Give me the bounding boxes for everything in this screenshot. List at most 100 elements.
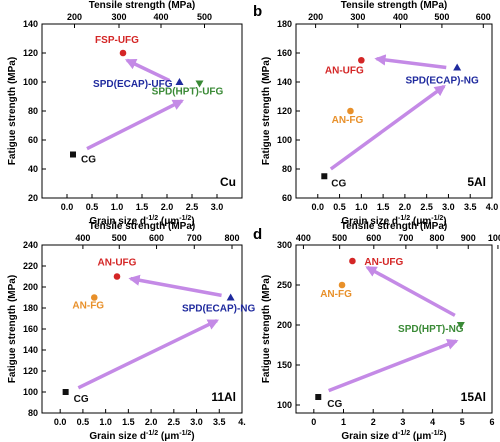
y-tick-label: 180	[277, 19, 292, 29]
point-square	[70, 151, 76, 158]
point-square	[315, 394, 322, 400]
top-tick-label: 1000	[488, 233, 500, 243]
trend-arrow	[77, 319, 220, 390]
x-tick-label: 1.0	[355, 202, 368, 212]
panel-d-15al: 0 1 2 3 4 5 6 100 150 200 250 300 400 500 600 700 800 900…	[261, 221, 500, 442]
x-tick-label: 2.5	[186, 202, 199, 212]
x-tick-label: 4.	[238, 417, 246, 427]
trend-arrow	[365, 265, 456, 317]
x-tick-label: 0.5	[86, 202, 99, 212]
y-tick-label: 240	[23, 240, 38, 250]
point-triangle-down	[456, 322, 465, 329]
top-tick-label: 400	[153, 12, 168, 22]
top-tick-label: 600	[149, 233, 164, 243]
x-tick-label: 1	[341, 417, 346, 427]
x-tick-label: 3	[400, 417, 405, 427]
point-label: FSP-UFG	[95, 35, 139, 46]
x-axis-title-part: Grain size d	[89, 431, 146, 442]
point-label: SPD(ECAP)-NG	[405, 76, 479, 87]
y-tick-label: 120	[23, 366, 38, 376]
trend-arrow	[128, 274, 222, 298]
y-tick-label: 80	[28, 408, 38, 418]
top-tick-label: 400	[393, 12, 408, 22]
top-tick-label: 500	[434, 12, 449, 22]
y-tick-label: 100	[23, 77, 38, 87]
x-axis-title-part: )	[191, 431, 194, 442]
x-axis-title-superscript: -1/2	[398, 430, 410, 437]
x-tick-label: 2.0	[161, 202, 174, 212]
y-tick-label: 140	[277, 77, 292, 87]
point-label: AN-UFG	[98, 258, 137, 269]
x-tick-label: 3.0	[442, 202, 455, 212]
x-axis-title: Grain size d-1/2 (μm-1/2)	[89, 215, 194, 227]
point-square	[321, 173, 328, 180]
y-tick-label: 150	[277, 360, 292, 370]
point-label: SPD(ECAP)-NG	[182, 304, 256, 315]
y-tick-label: 250	[277, 280, 292, 290]
point-triangle-up	[175, 78, 184, 85]
x-tick-label: 3.5	[464, 202, 477, 212]
top-tick-label: 300	[111, 12, 126, 22]
y-tick-label: 300	[277, 240, 292, 250]
point-circle	[358, 56, 365, 64]
x-tick-label: 2.5	[420, 202, 433, 212]
point-label: AN-FG	[320, 289, 352, 300]
top-tick-label: 800	[430, 233, 445, 243]
point-circle	[347, 107, 354, 115]
top-axis-title: Tensile strength (MPa)	[341, 221, 448, 232]
plot-frame	[295, 23, 493, 199]
x-tick-label: 2.0	[145, 417, 158, 427]
point-circle	[349, 257, 356, 265]
plot-frame	[295, 244, 493, 414]
y-tick-label: 140	[23, 19, 38, 29]
point-square	[62, 389, 69, 395]
x-axis-title: Grain size d-1/2 (μm-1/2)	[89, 430, 194, 442]
trend-arrow	[328, 339, 459, 393]
x-axis-title-part: (μm	[410, 431, 431, 442]
x-axis-title: Grain size d-1/2 (μm-1/2)	[341, 430, 446, 442]
top-tick-label: 600	[476, 12, 491, 22]
y-tick-label: 200	[277, 320, 292, 330]
y-tick-label: 100	[277, 400, 292, 410]
material-label: 5Al	[467, 175, 486, 189]
x-tick-label: 2	[371, 417, 376, 427]
x-tick-label: 0.5	[77, 417, 90, 427]
panel-letter-b: b	[253, 3, 262, 20]
x-tick-label: 3.0	[190, 417, 203, 427]
top-tick-label: 800	[224, 233, 239, 243]
trend-arrow	[86, 99, 185, 151]
point-triangle-down	[195, 80, 204, 88]
top-tick-label: 300	[350, 12, 365, 22]
x-axis-title-superscript: -1/2	[398, 215, 410, 222]
y-axis-title: Fatigue strength (MPa)	[261, 57, 272, 165]
x-axis-title: Grain size d-1/2 (μm-1/2)	[341, 215, 446, 227]
panel-letter-d: d	[253, 226, 262, 243]
point-label: SPD(ECAP)-UFG	[93, 79, 173, 90]
x-tick-label: 1.0	[99, 417, 112, 427]
x-axis-title-part: )	[443, 431, 446, 442]
panel-a-cu: 0.0 0.5 1.0 1.5 2.0 2.5 3.0 20 40 60 80 100 120 140 20…	[7, 0, 243, 227]
y-tick-label: 120	[277, 106, 292, 116]
x-axis-title-superscript: -1/2	[179, 430, 191, 437]
point-label: AN-FG	[72, 301, 104, 312]
y-tick-label: 200	[23, 282, 38, 292]
x-tick-label: 1.5	[122, 417, 135, 427]
y-tick-label: 160	[23, 324, 38, 334]
top-tick-label: 700	[398, 233, 413, 243]
material-label: 15Al	[461, 390, 486, 404]
y-axis-title: Fatigue strength (MPa)	[7, 57, 18, 165]
top-tick-label: 200	[308, 12, 323, 22]
top-tick-label: 400	[296, 233, 311, 243]
trend-arrow	[374, 54, 447, 70]
top-tick-label: 400	[75, 233, 90, 243]
x-tick-label: 6	[489, 417, 494, 427]
point-label: AN-UFG	[325, 65, 364, 76]
y-tick-label: 120	[23, 48, 38, 58]
top-tick-label: 700	[187, 233, 202, 243]
x-tick-label: 3.0	[211, 202, 224, 212]
material-label: 11Al	[211, 390, 236, 404]
y-tick-label: 140	[23, 345, 38, 355]
x-axis-title-part: Grain size d	[341, 431, 398, 442]
top-tick-label: 500	[197, 12, 212, 22]
